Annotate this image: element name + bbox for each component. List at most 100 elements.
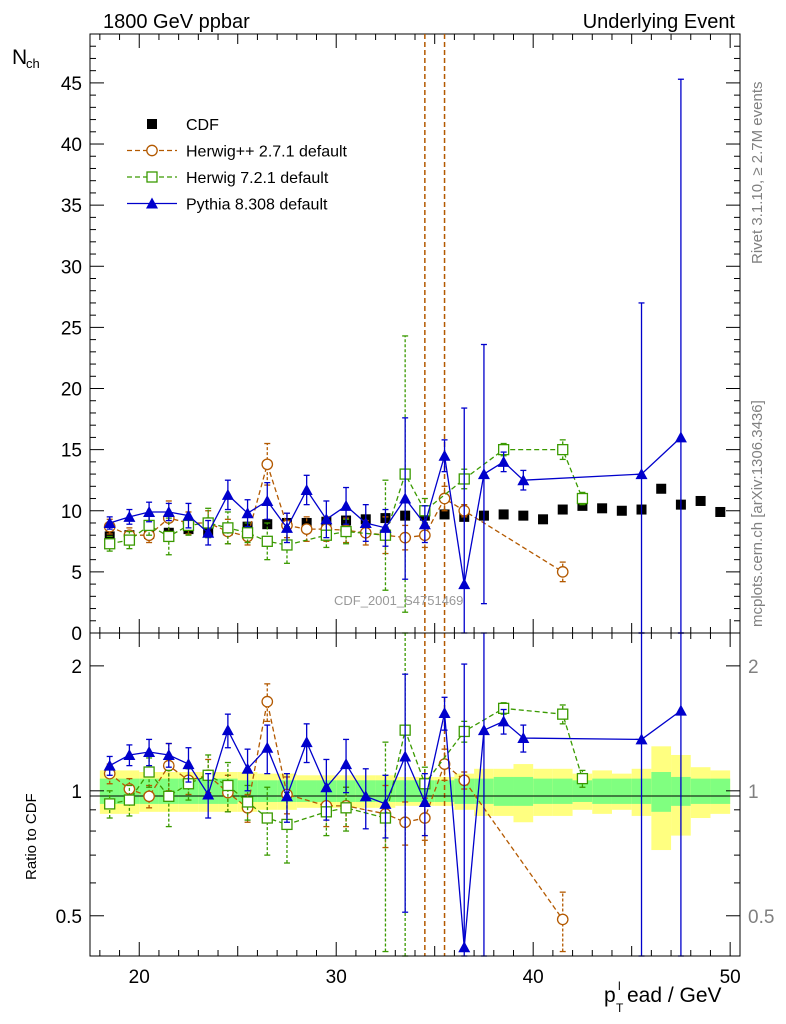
ratio-herwig-7-2-1-default-point xyxy=(340,802,352,814)
ratio-herwig-2-7-1-default-point xyxy=(556,913,569,926)
cdf-point xyxy=(518,510,529,521)
pythia-8-308-default-point xyxy=(280,521,293,533)
ratio-herwig-2-7-1-default-point xyxy=(261,695,274,708)
ratio-herwig-7-2-1-default-point xyxy=(576,772,589,785)
ratio-pythia-8-308-default-point xyxy=(399,750,412,762)
ratio-pythia-8-308-default-point xyxy=(497,715,510,727)
cdf-point xyxy=(656,483,667,494)
pythia-8-308-default-point xyxy=(399,492,412,504)
inner-band xyxy=(592,778,612,804)
ratio-y-tick-label: 0.5 xyxy=(56,907,82,928)
inner-band xyxy=(434,780,455,802)
y-tick-label: 15 xyxy=(61,441,82,462)
herwig-7-2-1-default-point xyxy=(557,443,569,456)
herwig-2-7-1-default-point xyxy=(300,523,313,535)
inner-band xyxy=(552,778,573,804)
pythia-8-308-default-point xyxy=(143,505,156,517)
cdf-point xyxy=(498,509,509,520)
cdf-point xyxy=(715,506,726,517)
pythia-8-308-default-point xyxy=(674,431,687,443)
ratio-pythia-8-308-default-point xyxy=(221,724,234,736)
mcplots-label: mcplots.cern.ch [arXiv:1306.3436] xyxy=(749,400,766,627)
legend-marker xyxy=(146,144,158,157)
ratio-pythia-8-308-default-point xyxy=(280,790,293,802)
ratio-pythia-8-308-default-point xyxy=(438,706,451,718)
inner-band xyxy=(533,778,553,804)
ratio-herwig-7-2-1-default-point xyxy=(241,796,254,808)
cdf-point xyxy=(597,503,608,514)
pythia-8-308-default-point xyxy=(517,474,530,486)
pythia-8-308-default-point xyxy=(261,494,274,506)
ratio-pythia-8-308-default-point xyxy=(202,788,215,800)
ratio-pythia-8-308-default-point xyxy=(143,746,156,758)
ratio-y-tick-label-right: 0.5 xyxy=(748,907,774,928)
cdf-point xyxy=(695,495,706,506)
xlabel-rest: ead / GeV xyxy=(627,984,722,1007)
x-tick-label: 40 xyxy=(523,967,544,988)
ratio-pythia-8-308-default-point xyxy=(261,741,274,753)
inner-band xyxy=(257,780,278,802)
pythia-8-308-default-line xyxy=(109,436,682,585)
ratio-pythia-8-308-default-point xyxy=(162,748,175,760)
header-left: 1800 GeV ppbar xyxy=(103,11,250,33)
main-axis-ticks: 0 5 10 15 20 25 30 35 40 45 xyxy=(61,34,740,645)
rivet-label: Rivet 3.1.10, ≥ 2.7M events xyxy=(749,82,766,265)
ratio-pythia-8-308-default-point xyxy=(418,795,431,807)
ratio-herwig-7-2-1-default-point xyxy=(163,790,175,802)
herwig-7-2-1-default-point xyxy=(222,522,234,534)
herwig-7-2-1-default-point xyxy=(123,534,136,546)
x-axis-label: p xyxy=(604,984,616,1007)
pythia-8-308-default-point xyxy=(202,526,215,538)
pythia-8-308-default-point xyxy=(379,521,392,533)
ratio-pythia-8-308-default-point xyxy=(103,759,116,771)
x-tick-label: 30 xyxy=(326,967,347,988)
ratio-herwig-2-7-1-default-point xyxy=(143,790,155,803)
top-ylabel-main: N xyxy=(12,46,27,69)
ratio-herwig-7-2-1-default-point xyxy=(104,798,116,810)
cdf-point xyxy=(557,504,568,515)
inner-band xyxy=(690,778,711,804)
herwig-7-2-1-default-point xyxy=(241,527,254,539)
cdf-point xyxy=(301,517,312,528)
ratio-herwig-7-2-1-default-point xyxy=(123,794,136,806)
pythia-8-308-default-point xyxy=(103,516,116,528)
ratio-pythia-8-308-default-point xyxy=(182,758,195,770)
ratio-pythia-8-308-default-point xyxy=(517,732,530,744)
herwig-7-2-1-default-point xyxy=(261,535,273,547)
legend-label: Herwig++ 2.7.1 default xyxy=(186,144,348,161)
y-tick-label: 40 xyxy=(61,135,82,156)
pythia-8-308-default-point xyxy=(458,578,471,590)
legend-marker xyxy=(147,119,157,129)
pythia-8-308-default-point xyxy=(635,468,648,480)
herwig-7-2-1-default-point xyxy=(104,538,116,550)
ratio-pythia-8-308-default-point xyxy=(635,733,648,745)
y-tick-label: 10 xyxy=(61,502,82,523)
pythia-8-308-default-point xyxy=(418,518,431,530)
main-panel: 0 5 10 15 20 25 30 35 40 45 CDF_2001_S4751469 CDF… xyxy=(12,33,741,645)
ratio-herwig-7-2-1-default-point xyxy=(557,708,569,720)
x-tick-label: 20 xyxy=(129,967,150,988)
ratio-panel: 20 30 40 50 0.5 0.5 1 1 2 2 Ratio to CDF xyxy=(23,632,774,988)
ratio-pythia-8-308-default-point xyxy=(123,748,136,760)
inner-band xyxy=(710,778,731,804)
ratio-pythia-8-308-default-point xyxy=(379,797,392,809)
ratio-y-tick-label: 2 xyxy=(71,657,82,678)
ratio-pythia-8-308-default-point xyxy=(674,704,687,716)
header-right: Underlying Event xyxy=(583,11,736,33)
y-tick-label: 0 xyxy=(71,624,82,645)
legend-marker xyxy=(146,171,158,183)
legend: CDF Herwig++ 2.7.1 default Herwig 7.2.1 de… xyxy=(127,117,348,214)
ratio-herwig-2-7-1-default-line xyxy=(109,701,564,920)
ratio-herwig-7-2-1-default-point xyxy=(143,766,155,778)
inner-band xyxy=(493,776,514,806)
ratio-herwig-7-2-1-default-point xyxy=(222,779,234,792)
y-tick-label: 25 xyxy=(61,318,82,339)
ratio-pythia-8-308-default-point xyxy=(458,941,471,953)
legend-label: Herwig 7.2.1 default xyxy=(186,170,329,187)
y-tick-label: 45 xyxy=(61,74,82,95)
herwig-7-2-1-default-point xyxy=(163,530,175,543)
cdf-point xyxy=(577,500,588,511)
pythia-8-308-default-point xyxy=(162,505,175,517)
ratio-y-tick-label-right: 1 xyxy=(748,782,759,803)
ratio-axis-ticks: 20 30 40 50 0.5 0.5 1 1 2 2 xyxy=(56,633,774,988)
